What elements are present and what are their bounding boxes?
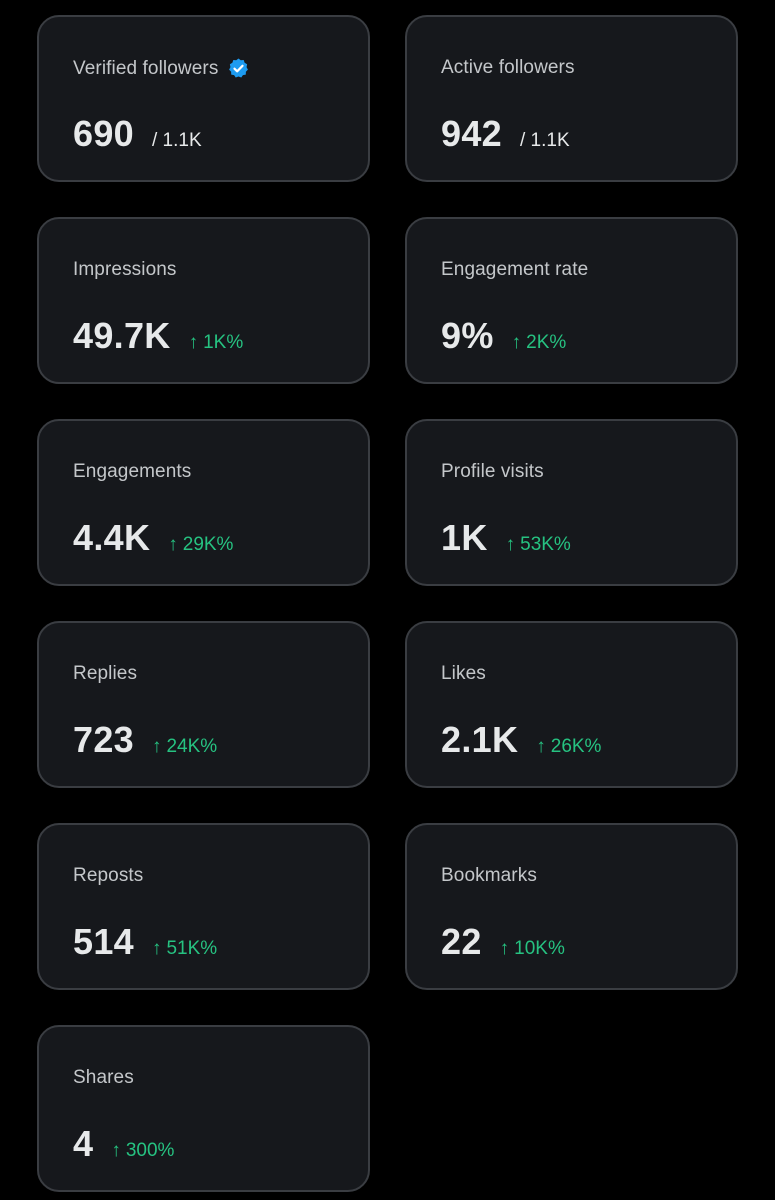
card-change: ↑ 2K% xyxy=(512,332,567,354)
card-value-row: 514 ↑ 51K% xyxy=(73,921,217,963)
card-change: ↑ 1K% xyxy=(189,332,244,354)
card-label: Likes xyxy=(441,663,486,684)
card-value: 1K xyxy=(441,517,488,558)
card-header: Active followers xyxy=(441,57,575,79)
card-change: ↑ 24K% xyxy=(152,736,217,758)
card-header: Bookmarks xyxy=(441,865,537,887)
card-engagements: Engagements 4.4K ↑ 29K% xyxy=(37,419,370,586)
card-header: Replies xyxy=(73,663,137,685)
card-total: / 1.1K xyxy=(519,130,570,151)
card-label: Reposts xyxy=(73,865,144,886)
card-label: Active followers xyxy=(441,57,575,78)
card-value-row: 4.4K ↑ 29K% xyxy=(73,517,233,559)
card-value-row: 49.7K ↑ 1K% xyxy=(73,315,243,357)
change-value: 2K% xyxy=(526,332,567,353)
card-verified-followers: Verified followers 690 / 1.1K xyxy=(37,15,370,182)
verified-badge-icon xyxy=(229,58,249,78)
change-value: 26K% xyxy=(550,736,602,757)
arrow-up-icon: ↑ xyxy=(111,1140,121,1161)
card-change: ↑ 300% xyxy=(111,1140,174,1162)
card-header: Engagement rate xyxy=(441,259,588,281)
card-value: 2.1K xyxy=(441,719,519,760)
card-label: Impressions xyxy=(73,259,177,280)
card-header: Profile visits xyxy=(441,461,544,483)
card-value: 690 xyxy=(73,113,134,154)
card-total: / 1.1K xyxy=(151,130,202,151)
card-label: Replies xyxy=(73,663,138,684)
arrow-up-icon: ↑ xyxy=(499,938,510,959)
card-value-row: 1K ↑ 53K% xyxy=(441,517,571,559)
card-label: Profile visits xyxy=(441,461,544,482)
card-shares: Shares 4 ↑ 300% xyxy=(37,1025,370,1192)
card-header: Impressions xyxy=(73,259,177,281)
card-value-row: 22 ↑ 10K% xyxy=(441,921,565,963)
card-label: Verified followers xyxy=(73,57,219,79)
metrics-grid: Verified followers 690 / 1.1K Active fol… xyxy=(37,15,738,1192)
card-header: Engagements xyxy=(73,461,191,483)
card-value: 22 xyxy=(441,921,482,962)
card-value: 942 xyxy=(441,113,502,154)
change-value: 53K% xyxy=(520,534,571,555)
card-label: Engagements xyxy=(73,461,192,482)
card-value-row: 723 ↑ 24K% xyxy=(73,719,217,761)
card-header: Shares xyxy=(73,1067,134,1089)
card-impressions: Impressions 49.7K ↑ 1K% xyxy=(37,217,370,384)
change-value: 51K% xyxy=(166,938,218,959)
card-active-followers: Active followers 942 / 1.1K xyxy=(405,15,738,182)
card-value: 49.7K xyxy=(73,315,171,356)
card-change: ↑ 26K% xyxy=(536,736,601,758)
card-value-row: 2.1K ↑ 26K% xyxy=(441,719,601,761)
change-value: 1K% xyxy=(203,332,244,353)
card-engagement-rate: Engagement rate 9% ↑ 2K% xyxy=(405,217,738,384)
card-value: 514 xyxy=(73,921,134,962)
card-change: ↑ 53K% xyxy=(506,534,571,556)
card-label: Shares xyxy=(73,1067,134,1088)
card-value: 4.4K xyxy=(73,517,151,558)
card-reposts: Reposts 514 ↑ 51K% xyxy=(37,823,370,990)
arrow-up-icon: ↑ xyxy=(168,534,178,555)
card-profile-visits: Profile visits 1K ↑ 53K% xyxy=(405,419,738,586)
card-header: Reposts xyxy=(73,865,143,887)
card-bookmarks: Bookmarks 22 ↑ 10K% xyxy=(405,823,738,990)
card-change: ↑ 51K% xyxy=(152,938,217,960)
card-value: 723 xyxy=(73,719,134,760)
card-label: Bookmarks xyxy=(441,865,537,886)
arrow-up-icon: ↑ xyxy=(151,938,162,959)
arrow-up-icon: ↑ xyxy=(188,332,199,353)
card-change: ↑ 10K% xyxy=(500,938,565,960)
card-change: ↑ 29K% xyxy=(168,534,233,556)
card-header: Verified followers xyxy=(73,57,250,80)
arrow-up-icon: ↑ xyxy=(536,736,546,757)
arrow-up-icon: ↑ xyxy=(505,534,516,555)
change-value: 300% xyxy=(125,1140,175,1161)
card-value: 9% xyxy=(441,315,494,356)
card-value-row: 690 / 1.1K xyxy=(73,113,202,155)
card-value: 4 xyxy=(73,1123,94,1164)
card-label: Engagement rate xyxy=(441,259,589,280)
card-value-row: 9% ↑ 2K% xyxy=(441,315,566,357)
card-replies: Replies 723 ↑ 24K% xyxy=(37,621,370,788)
card-value-row: 4 ↑ 300% xyxy=(73,1123,174,1165)
card-likes: Likes 2.1K ↑ 26K% xyxy=(405,621,738,788)
card-value-row: 942 / 1.1K xyxy=(441,113,570,155)
card-header: Likes xyxy=(441,663,486,685)
arrow-up-icon: ↑ xyxy=(511,332,522,353)
arrow-up-icon: ↑ xyxy=(151,736,162,757)
change-value: 29K% xyxy=(182,534,234,555)
change-value: 10K% xyxy=(514,938,565,959)
change-value: 24K% xyxy=(166,736,218,757)
